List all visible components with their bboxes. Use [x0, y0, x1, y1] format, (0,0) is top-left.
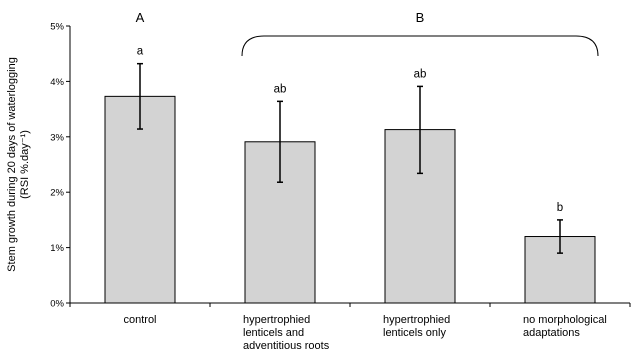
y-axis-title-line: Stem growth during 20 days of waterloggi…: [6, 57, 18, 272]
y-tick-label: 1%: [50, 243, 64, 254]
y-tick-label: 3%: [50, 132, 64, 143]
category-label: adaptations: [523, 327, 580, 339]
y-tick-label: 0%: [50, 299, 64, 310]
category-label: hypertrophied: [243, 314, 310, 326]
category-label: control: [123, 314, 156, 326]
category-label: lenticels and: [243, 327, 304, 339]
y-axis-title: Stem growth during 20 days of waterloggi…: [6, 57, 31, 272]
group-label: A: [136, 10, 145, 25]
category-label: lenticels only: [383, 327, 446, 339]
category-label: adventitious roots: [243, 340, 330, 352]
y-tick-label: 4%: [50, 77, 64, 88]
error-bars: [137, 62, 563, 254]
category-label: hypertrophied: [383, 314, 450, 326]
bars: [104, 95, 596, 304]
y-tick-label: 5%: [50, 22, 64, 33]
significance-letter: a: [137, 46, 144, 58]
significance-letters: a ab ab b: [137, 46, 563, 214]
significance-letter: ab: [274, 83, 287, 95]
significance-letter: b: [557, 202, 563, 214]
y-axis-title-line: (RSI %.day⁻¹): [19, 130, 31, 199]
group-brace: [241, 35, 599, 57]
y-tick-label: 2%: [50, 188, 64, 199]
significance-letter: ab: [414, 68, 427, 80]
group-label: B: [416, 10, 425, 25]
bar: [104, 95, 176, 304]
category-label: no morphological: [523, 314, 607, 326]
